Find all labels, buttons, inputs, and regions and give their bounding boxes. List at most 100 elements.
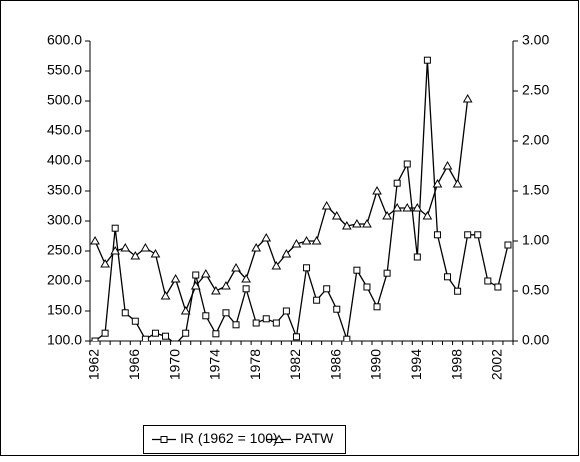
marker bbox=[232, 321, 240, 329]
marker bbox=[484, 277, 492, 285]
marker bbox=[140, 242, 151, 252]
marker bbox=[393, 179, 401, 187]
marker bbox=[272, 319, 280, 327]
y-tick-label: 500.0 bbox=[47, 92, 82, 108]
y-tick-label: 350.0 bbox=[47, 182, 82, 198]
marker bbox=[474, 231, 482, 239]
marker bbox=[162, 332, 170, 340]
marker bbox=[160, 436, 168, 443]
marker bbox=[403, 160, 411, 168]
marker bbox=[331, 210, 342, 220]
marker bbox=[432, 178, 443, 188]
marker bbox=[313, 296, 321, 304]
marker bbox=[160, 290, 171, 300]
marker bbox=[120, 242, 131, 252]
y-tick-label: 450.0 bbox=[47, 122, 82, 138]
marker bbox=[221, 280, 231, 290]
y-tick-label: 100.0 bbox=[47, 332, 82, 348]
y-tick-label: 250.0 bbox=[47, 242, 82, 258]
x-tick-label: 1974 bbox=[207, 349, 223, 380]
marker bbox=[130, 250, 141, 260]
y2-tick-label: 2.00 bbox=[522, 132, 549, 148]
marker bbox=[343, 335, 351, 341]
marker bbox=[252, 319, 260, 327]
marker bbox=[241, 273, 251, 283]
x-tick-label: 1998 bbox=[448, 349, 464, 380]
y-tick-label: 150.0 bbox=[47, 302, 82, 318]
x-tick-label: 1990 bbox=[368, 349, 384, 380]
marker bbox=[141, 335, 149, 341]
y2-tick-label: 1.00 bbox=[522, 232, 549, 248]
marker bbox=[182, 329, 190, 337]
marker bbox=[262, 315, 270, 323]
marker bbox=[91, 337, 99, 341]
marker bbox=[311, 235, 322, 245]
marker bbox=[110, 245, 121, 255]
marker bbox=[231, 262, 241, 272]
marker bbox=[242, 285, 250, 293]
marker bbox=[200, 268, 211, 278]
marker bbox=[303, 264, 311, 272]
marker bbox=[353, 266, 361, 274]
y-tick-label: 550.0 bbox=[47, 62, 82, 78]
marker bbox=[444, 273, 452, 281]
marker bbox=[373, 303, 381, 311]
marker bbox=[363, 283, 371, 291]
marker bbox=[251, 242, 262, 252]
y2-tick-label: 3.00 bbox=[522, 32, 549, 48]
x-tick-label: 1962 bbox=[86, 349, 102, 380]
y2-tick-label: 0.00 bbox=[522, 332, 549, 348]
marker bbox=[454, 287, 462, 295]
marker bbox=[291, 238, 302, 248]
marker bbox=[271, 260, 282, 270]
marker bbox=[382, 210, 392, 220]
marker bbox=[362, 218, 372, 228]
marker bbox=[333, 305, 341, 313]
marker bbox=[274, 434, 284, 443]
marker bbox=[413, 253, 421, 261]
marker bbox=[150, 248, 161, 258]
y-tick-label: 200.0 bbox=[47, 272, 82, 288]
marker bbox=[321, 200, 332, 210]
marker bbox=[442, 160, 453, 170]
marker bbox=[202, 312, 210, 320]
marker bbox=[392, 202, 403, 212]
marker bbox=[301, 235, 312, 245]
x-tick-label: 2002 bbox=[489, 349, 505, 380]
legend-label: IR (1962 = 100) bbox=[180, 430, 278, 446]
marker bbox=[212, 330, 220, 338]
marker bbox=[282, 307, 290, 315]
marker bbox=[90, 235, 100, 245]
marker bbox=[180, 305, 191, 315]
marker bbox=[101, 329, 109, 337]
y2-tick-label: 2.50 bbox=[522, 82, 549, 98]
marker bbox=[190, 280, 201, 290]
x-tick-label: 1978 bbox=[247, 349, 263, 380]
x-tick-label: 1986 bbox=[327, 349, 343, 380]
marker bbox=[261, 232, 272, 242]
marker bbox=[462, 93, 473, 103]
marker bbox=[494, 283, 502, 291]
marker bbox=[412, 202, 423, 212]
marker bbox=[341, 220, 352, 230]
marker bbox=[402, 202, 413, 212]
x-tick-label: 1966 bbox=[126, 349, 142, 380]
marker bbox=[352, 218, 362, 228]
x-tick-label: 1970 bbox=[166, 349, 182, 380]
marker bbox=[222, 309, 230, 317]
y-tick-label: 600.0 bbox=[47, 32, 82, 48]
marker bbox=[383, 269, 391, 277]
marker bbox=[192, 271, 200, 279]
marker bbox=[452, 178, 463, 188]
marker bbox=[211, 285, 221, 295]
marker bbox=[372, 185, 382, 195]
y-tick-label: 300.0 bbox=[47, 212, 82, 228]
y-tick-label: 400.0 bbox=[47, 152, 82, 168]
x-tick-label: 1994 bbox=[408, 349, 424, 380]
marker bbox=[170, 273, 181, 283]
marker bbox=[111, 224, 119, 232]
x-tick-label: 1982 bbox=[287, 349, 303, 380]
marker bbox=[121, 309, 129, 317]
marker bbox=[131, 317, 139, 325]
